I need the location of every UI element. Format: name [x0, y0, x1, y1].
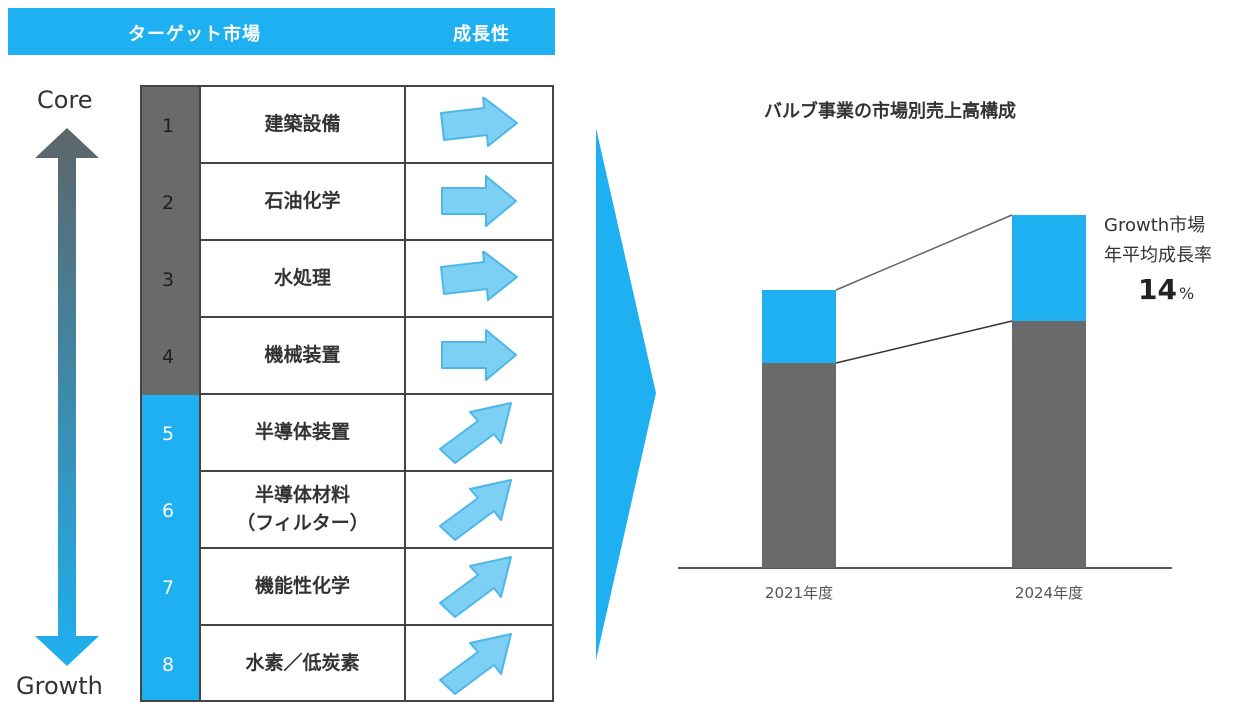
growth-annotation: Growth市場 年平均成長率 14% — [1104, 211, 1212, 306]
table-row: 8 水素／低炭素 — [142, 626, 552, 700]
market-number: 8 — [142, 626, 199, 700]
trend-cell — [404, 395, 552, 472]
connector-line — [835, 320, 1013, 364]
market-name-line: 建築設備 — [264, 112, 341, 135]
table-row: 6 半導体材料 （フィルター） — [142, 472, 552, 549]
table-row: 5 半導体装置 — [142, 395, 552, 472]
up-right-arrow-icon — [439, 402, 512, 464]
axis-top-label: Core — [37, 86, 93, 114]
market-name: 機能性化学 — [199, 549, 404, 626]
market-number: 6 — [142, 472, 199, 549]
market-name: 水処理 — [199, 241, 404, 318]
growth-rate-unit: % — [1178, 284, 1195, 303]
annotation-line2: 年平均成長率 — [1104, 245, 1212, 266]
table-row: 4 機械装置 — [142, 318, 552, 395]
market-name-line: 機械装置 — [264, 343, 341, 366]
x-tick-label: 2021年度 — [765, 584, 833, 602]
connector-line — [835, 214, 1013, 291]
trend-cell — [404, 472, 552, 549]
bar-segment — [1012, 215, 1086, 321]
bar-segment — [762, 290, 836, 363]
trend-cell — [404, 241, 552, 318]
market-name: 石油化学 — [199, 164, 404, 241]
growth-rate-value: 14 — [1138, 273, 1177, 306]
market-name: 水素／低炭素 — [199, 626, 404, 700]
table-row: 2 石油化学 — [142, 164, 552, 241]
trend-cell — [404, 626, 552, 700]
up-right-arrow-icon — [439, 479, 512, 541]
header-bar: ターゲット市場 成長性 — [8, 8, 555, 55]
chart-title: バルブ事業の市場別売上高構成 — [764, 100, 1016, 122]
market-number: 2 — [142, 164, 199, 241]
market-name-line: （フィルター） — [236, 511, 369, 534]
market-number: 5 — [142, 395, 199, 472]
market-number: 7 — [142, 549, 199, 626]
market-name-line: 石油化学 — [264, 189, 341, 212]
table-row: 7 機能性化学 — [142, 549, 552, 626]
market-number: 3 — [142, 241, 199, 318]
market-number: 1 — [142, 87, 199, 164]
market-name: 機械装置 — [199, 318, 404, 395]
market-name: 半導体装置 — [199, 395, 404, 472]
market-name-line: 半導体装置 — [254, 420, 350, 443]
trend-cell — [404, 549, 552, 626]
bar-segment — [1012, 321, 1086, 568]
market-number: 4 — [142, 318, 199, 395]
axis-bottom-label: Growth — [16, 672, 103, 700]
core-growth-double-arrow-icon — [35, 128, 99, 666]
trend-cell — [404, 164, 552, 241]
trend-cell — [404, 87, 552, 164]
right-arrow-icon — [441, 329, 517, 381]
up-right-arrow-icon — [439, 633, 512, 695]
sales-composition-chart: バルブ事業の市場別売上高構成 2021年度 2024年度 — [678, 100, 1172, 602]
market-name-line: 機能性化学 — [254, 574, 350, 597]
up-right-arrow-icon — [439, 556, 512, 618]
x-tick-label: 2024年度 — [1015, 584, 1083, 602]
right-arrow-icon — [440, 97, 518, 147]
bar-segment — [762, 363, 836, 568]
right-arrow-icon — [441, 175, 517, 227]
trend-cell — [404, 318, 552, 395]
market-name-line: 水処理 — [273, 266, 331, 289]
table-row: 1 建築設備 — [142, 87, 552, 164]
growth-header: 成長性 — [453, 24, 510, 45]
target-market-table: 1 建築設備 2 石油化学 3 水処理 4 機械装置 5 — [140, 85, 554, 702]
annotation-value: 14% — [1104, 273, 1212, 306]
chevron-right-icon — [596, 128, 656, 660]
table-row: 3 水処理 — [142, 241, 552, 318]
annotation-line1: Growth市場 — [1104, 215, 1206, 236]
market-name: 建築設備 — [199, 87, 404, 164]
target-market-header: ターゲット市場 — [128, 24, 261, 45]
market-name: 半導体材料 （フィルター） — [199, 472, 404, 549]
right-arrow-icon — [440, 251, 518, 301]
market-name-line: 水素／低炭素 — [245, 651, 360, 674]
market-name-line: 半導体材料 — [254, 483, 350, 506]
